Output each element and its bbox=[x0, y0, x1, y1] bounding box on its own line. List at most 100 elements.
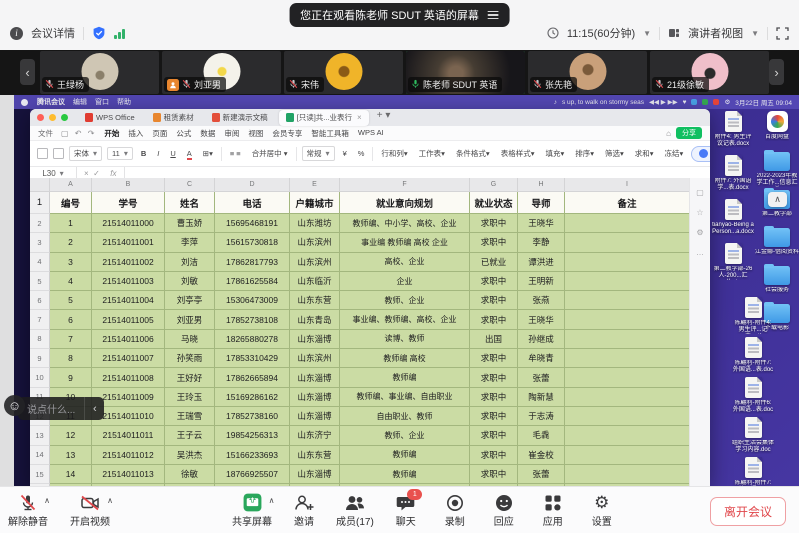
react-button[interactable]: 回应 bbox=[487, 492, 521, 528]
cell[interactable]: 17852738108 bbox=[215, 310, 290, 330]
menu-datetime[interactable]: 3月22日 周五 09:04 bbox=[735, 100, 792, 107]
row-number[interactable]: 6 bbox=[30, 291, 50, 311]
cell[interactable]: 教师编 bbox=[340, 445, 470, 465]
cell[interactable] bbox=[565, 310, 690, 330]
align-icons[interactable]: ≡ ≡ bbox=[229, 149, 241, 158]
cell[interactable]: 求职中 bbox=[470, 464, 518, 485]
formula-ops[interactable]: × ✓ fx bbox=[77, 167, 125, 180]
column-header-C[interactable]: C bbox=[165, 178, 215, 191]
invite-button[interactable]: 邀请 bbox=[287, 492, 321, 528]
cell[interactable]: 求职中 bbox=[470, 426, 518, 446]
cell[interactable]: 1 bbox=[50, 214, 92, 234]
cell[interactable]: 已就业 bbox=[470, 252, 518, 272]
toolbar-group-2[interactable]: 条件格式▾ bbox=[455, 149, 490, 158]
participant-tile[interactable]: 张先艳 bbox=[528, 51, 647, 94]
column-header-G[interactable]: G bbox=[470, 178, 518, 191]
sidebar-icon[interactable]: ⚙ bbox=[696, 228, 704, 237]
column-header-A[interactable]: A bbox=[50, 178, 92, 191]
cell[interactable]: 21514011000 bbox=[92, 214, 165, 234]
banner-menu-icon[interactable] bbox=[487, 10, 499, 20]
cell[interactable]: 山东青岛 bbox=[290, 310, 340, 330]
participant-tile[interactable]: 刘亚男 bbox=[162, 51, 281, 94]
cell[interactable]: 19854256313 bbox=[215, 426, 290, 446]
options-chevron-icon[interactable]: ∧ bbox=[268, 496, 275, 505]
ribbon-tab-8[interactable]: 智能工具箱 bbox=[311, 128, 349, 138]
meeting-timer[interactable]: 11:15(60分钟) bbox=[566, 28, 636, 40]
ribbon-tab-6[interactable]: 视图 bbox=[248, 128, 264, 138]
ribbon-tab-9[interactable]: WPS AI bbox=[357, 127, 384, 137]
cell[interactable]: 王晓华 bbox=[518, 214, 565, 234]
ribbon-tab-2[interactable]: 页面 bbox=[152, 128, 168, 138]
cell[interactable]: 21514011012 bbox=[92, 445, 165, 465]
cell[interactable]: 备注 bbox=[565, 192, 690, 214]
menubar-gear-icon[interactable]: ⚙ bbox=[724, 99, 731, 106]
wps-doc-tab[interactable]: [只读]共...业表行 × bbox=[278, 109, 369, 126]
row-number[interactable]: 5 bbox=[30, 271, 50, 292]
column-header-H[interactable]: H bbox=[518, 178, 565, 191]
row-number[interactable]: 1 bbox=[30, 192, 50, 214]
cell[interactable]: 12 bbox=[50, 426, 92, 446]
sidebar-icon[interactable]: … bbox=[696, 248, 704, 257]
mac-menu-item[interactable]: 编辑 bbox=[73, 99, 87, 106]
ribbon-tab-3[interactable]: 公式 bbox=[176, 128, 192, 138]
row-number[interactable]: 8 bbox=[30, 329, 50, 350]
cell[interactable]: 牟晓青 bbox=[518, 349, 565, 369]
cell[interactable]: 15306473009 bbox=[215, 291, 290, 311]
style-button-B[interactable]: B bbox=[140, 149, 147, 158]
cell[interactable]: 教师编、事业编、自由职业 bbox=[340, 387, 470, 407]
mac-menu-item[interactable]: 窗口 bbox=[95, 99, 109, 106]
cell[interactable]: 马晓 bbox=[165, 329, 215, 350]
cell[interactable]: 山东潍坊 bbox=[290, 214, 340, 234]
cell[interactable]: 21514011009 bbox=[92, 387, 165, 407]
toolbar-group-8[interactable]: 冻结▾ bbox=[664, 149, 684, 158]
cell[interactable]: 21514011011 bbox=[92, 426, 165, 446]
borders-icon[interactable]: ⊞▾ bbox=[202, 149, 213, 158]
desktop-icon[interactable]: 下载电影 bbox=[755, 301, 799, 332]
row-number[interactable]: 10 bbox=[30, 368, 50, 388]
cell[interactable]: 21514011006 bbox=[92, 329, 165, 350]
cell[interactable] bbox=[565, 426, 690, 446]
cell[interactable] bbox=[565, 233, 690, 253]
cell[interactable]: 17861625584 bbox=[215, 271, 290, 292]
cell[interactable] bbox=[340, 484, 470, 487]
select-all-corner[interactable] bbox=[30, 178, 50, 191]
cell[interactable]: 21514011001 bbox=[92, 233, 165, 253]
column-header-I[interactable]: I bbox=[565, 178, 690, 191]
toolbar-group-6[interactable]: 筛选▾ bbox=[605, 149, 624, 158]
cell[interactable] bbox=[565, 445, 690, 465]
cell[interactable]: 姓名 bbox=[165, 192, 215, 214]
cell[interactable]: 学号 bbox=[92, 192, 165, 214]
wps-doc-tab[interactable]: WPS Office bbox=[78, 110, 142, 126]
cell[interactable] bbox=[565, 387, 690, 407]
cell[interactable] bbox=[565, 214, 690, 234]
format-painter-icon[interactable] bbox=[53, 148, 64, 159]
cell[interactable] bbox=[470, 484, 518, 487]
cell[interactable]: 21514011005 bbox=[92, 310, 165, 330]
number-format-select[interactable]: 常规 ▾ bbox=[301, 146, 335, 161]
ribbon-tab-0[interactable]: 开始 bbox=[104, 128, 120, 138]
cell[interactable]: 李萍 bbox=[165, 233, 215, 253]
cell[interactable] bbox=[50, 484, 92, 487]
cell[interactable]: 21514011002 bbox=[92, 252, 165, 272]
cloud-upload-button[interactable]: 海鸥启航上传 bbox=[691, 145, 710, 162]
cell[interactable]: 户籍城市 bbox=[290, 192, 340, 214]
cell[interactable]: 5 bbox=[50, 291, 92, 311]
wps-doc-tab[interactable]: 新建演示文稿 bbox=[205, 110, 275, 126]
cell[interactable]: 企业 bbox=[340, 271, 470, 292]
cell[interactable]: 8 bbox=[50, 349, 92, 369]
row-number[interactable]: 9 bbox=[30, 349, 50, 369]
cell[interactable]: 山东滨州 bbox=[290, 349, 340, 369]
cell[interactable]: 孙继成 bbox=[518, 329, 565, 350]
cell[interactable]: 就业状态 bbox=[470, 192, 518, 214]
cell[interactable] bbox=[565, 252, 690, 272]
cell[interactable]: 17862665894 bbox=[215, 368, 290, 388]
cell[interactable] bbox=[565, 271, 690, 292]
cell[interactable]: 徐敏 bbox=[165, 464, 215, 485]
cell[interactable]: 山东东营 bbox=[290, 445, 340, 465]
sidebar-icon[interactable]: ▢ bbox=[696, 188, 704, 197]
cell[interactable]: 教师编 bbox=[340, 368, 470, 388]
cell[interactable]: 17853310429 bbox=[215, 349, 290, 369]
wps-doc-tab[interactable]: 租赁素材 bbox=[146, 110, 201, 126]
app-status-icon[interactable] bbox=[713, 99, 720, 105]
cell[interactable]: 张蕾 bbox=[518, 368, 565, 388]
